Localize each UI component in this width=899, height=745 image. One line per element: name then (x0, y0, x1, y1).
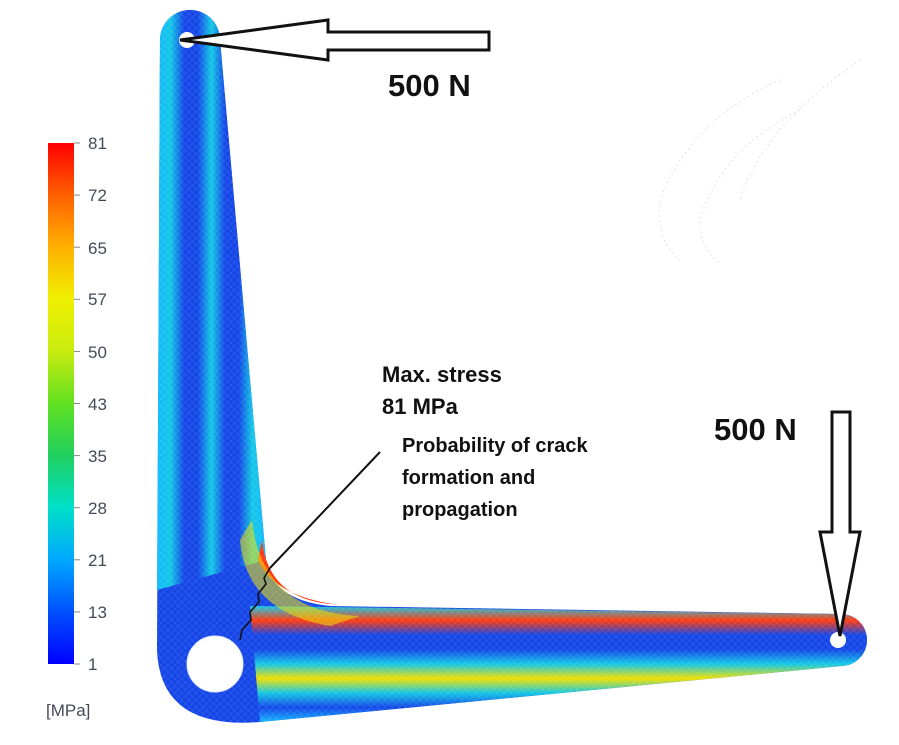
max-stress-annotation: Max. stress 81 MPa Probability of crack … (239, 362, 588, 641)
right-force-label: 500 N (714, 412, 797, 447)
legend-tick-label: 21 (88, 551, 107, 570)
arrow-left-icon (179, 18, 491, 62)
color-legend: 81 72 65 57 50 43 35 28 21 13 1 [MPa] (46, 134, 107, 720)
legend-tick-label: 28 (88, 499, 107, 518)
legend-tick-label: 65 (88, 239, 107, 258)
legend-tick-label: 35 (88, 447, 107, 466)
crack-note-line-2: formation and (402, 467, 535, 489)
max-stress-value: 81 MPa (382, 394, 459, 419)
legend-tick-label: 57 (88, 290, 107, 309)
legend-tick-label: 81 (88, 134, 107, 153)
top-force-arrow: 500 N (179, 18, 491, 103)
legend-colorbar (48, 143, 74, 664)
legend-tick-label: 50 (88, 343, 107, 362)
crack-path (239, 567, 271, 641)
legend-tick-label: 13 (88, 603, 107, 622)
legend-tick-label: 43 (88, 395, 107, 414)
legend-tick-marks (74, 142, 80, 665)
corner-hole (186, 635, 244, 693)
top-force-label: 500 N (388, 68, 471, 103)
crack-note-line-1: Probability of crack (402, 435, 588, 457)
crack-note-line-3: propagation (402, 499, 518, 521)
leader-line (269, 451, 381, 569)
legend-tick-label: 72 (88, 186, 107, 205)
right-hole (830, 632, 846, 648)
legend-unit: [MPa] (46, 701, 90, 720)
l-bracket-part (157, 10, 867, 723)
legend-tick-label: 1 (88, 655, 97, 674)
right-force-arrow: 500 N (714, 410, 862, 637)
arrow-down-icon (818, 410, 862, 637)
mesh-overlay (157, 10, 867, 723)
max-stress-title: Max. stress (382, 362, 502, 387)
ghost-outline (658, 59, 861, 263)
